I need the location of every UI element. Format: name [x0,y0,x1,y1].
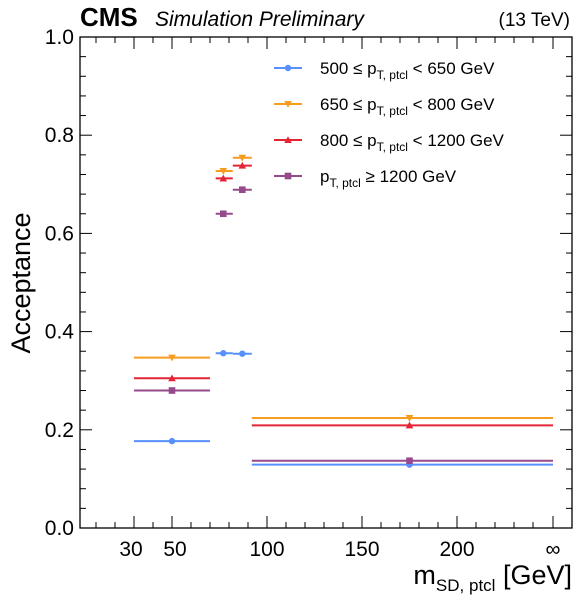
legend-marker [284,172,292,180]
legend-entry: 500 ≤ pT, ptcl < 650 GeV [320,59,495,82]
axis-ticks [80,36,572,529]
data-point [219,174,228,182]
x-tick-label: 150 [344,538,379,561]
data-point [405,421,414,429]
energy-label: (13 TeV) [499,10,570,31]
data-point [168,354,176,362]
legend-marker [284,100,292,108]
series-2 [134,154,553,422]
series-3 [134,161,553,429]
y-tick-label: 1.0 [45,26,74,49]
x-tick-label: 30 [119,538,142,561]
data-series [134,154,553,468]
legend-marker [284,64,292,72]
data-point [220,210,227,218]
legend-entry: 800 ≤ pT, ptcl < 1200 GeV [320,131,505,154]
y-tick-label: 0.0 [45,517,74,540]
experiment-label: CMS [80,2,138,32]
data-point [219,168,228,175]
data-point [405,414,414,422]
data-point [238,161,247,169]
x-tick-label: 50 [163,538,186,561]
y-tick-label: 0.2 [45,419,74,442]
data-point [220,350,227,357]
legend-marker [284,136,292,144]
y-tick-label: 0.8 [45,124,74,147]
legend-entry: pT, ptcl ≥ 1200 GeV [320,167,457,190]
y-tick-label: 0.6 [45,222,74,245]
y-tick-label: 0.4 [45,321,75,344]
data-point [239,350,246,357]
legend: 500 ≤ pT, ptcl < 650 GeV 650 ≤ pT, ptcl <… [274,59,505,190]
x-tick-label: 200 [439,538,474,561]
data-point [168,374,176,382]
plot-frame [79,36,573,529]
series-1 [134,350,553,468]
x-tick-label: ∞ [546,538,561,561]
x-axis-label: mSD, ptcl [GeV] [413,560,572,595]
legend-entry: 650 ≤ pT, ptcl < 800 GeV [320,95,495,118]
y-axis-label: Acceptance [6,212,36,353]
data-point [239,186,246,194]
series-4 [134,186,553,465]
data-point [168,437,176,445]
data-point [168,387,176,394]
x-tick-labels: 30 50 100 150 200 ∞ [119,538,560,561]
data-point [406,457,413,465]
data-point [238,154,247,162]
y-tick-labels: 0.0 0.2 0.4 0.6 0.8 1.0 [45,26,75,540]
x-tick-label: 100 [249,538,284,561]
status-label: Simulation Preliminary [155,8,365,31]
